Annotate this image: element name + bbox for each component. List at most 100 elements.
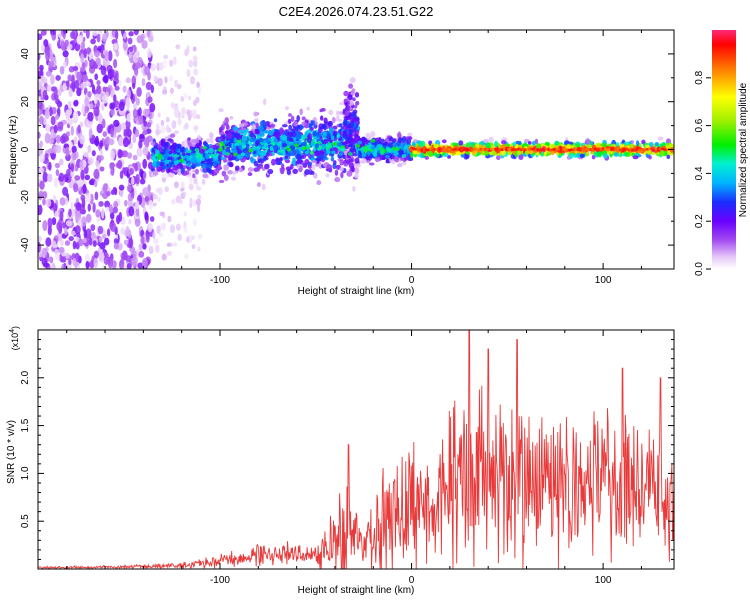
spectrogram-point — [163, 173, 169, 179]
spectrogram-point — [139, 133, 145, 139]
spectrogram-point — [290, 131, 297, 138]
spectrogram-point — [632, 155, 639, 160]
spectrogram-point — [135, 97, 140, 106]
spectrogram-point — [110, 169, 114, 176]
spectrogram-point — [128, 53, 133, 59]
spectrogram-point — [142, 158, 148, 169]
spectrogram-point — [144, 137, 150, 148]
spectrogram-point — [317, 141, 322, 145]
spectrogram-point — [316, 180, 322, 186]
spectrogram-point — [296, 164, 300, 168]
spectrogram-point — [206, 158, 212, 165]
spectrogram-point — [500, 140, 507, 145]
spectrogram-point — [225, 124, 230, 130]
spectrogram-point — [165, 124, 170, 133]
spectrogram-point — [114, 85, 120, 91]
spectrogram-point — [184, 122, 189, 130]
spectrogram-point — [613, 152, 620, 157]
spectrogram-point — [184, 147, 189, 154]
spectrogram-point — [237, 129, 244, 134]
spectrogram-point — [51, 217, 57, 226]
spectrogram-point — [344, 136, 351, 142]
spectrogram-point — [286, 147, 292, 152]
spectrogram-point — [99, 236, 103, 244]
spectrogram-point — [70, 163, 75, 173]
spectrogram-point — [62, 30, 68, 35]
spectrogram-point — [284, 121, 288, 125]
spectrogram-point — [200, 157, 205, 161]
spectrogram-point — [184, 253, 189, 260]
spectrogram-point — [109, 162, 115, 171]
spectrogram-point — [332, 125, 338, 130]
spectrogram-point — [188, 59, 194, 68]
spectrogram-point — [92, 202, 96, 213]
spectrogram-point — [96, 123, 103, 134]
spectrogram-point — [281, 124, 288, 128]
spectrogram-point — [50, 74, 55, 85]
spectrogram-point — [175, 223, 181, 231]
spectrogram-point — [295, 134, 302, 140]
spectrogram-point — [313, 172, 318, 179]
spectrogram-point — [666, 154, 671, 160]
spectrogram-point — [87, 203, 91, 212]
spectrogram-point — [183, 170, 190, 176]
spectrogram-point — [39, 153, 45, 163]
spectrogram-point — [301, 121, 306, 126]
spectrogram-point — [288, 137, 293, 141]
spectrogram-point — [118, 211, 123, 222]
spectrogram-point — [59, 158, 64, 166]
spectrogram-point — [394, 155, 400, 163]
spectrogram-point — [160, 119, 165, 126]
spectrogram-point — [90, 38, 96, 45]
spectrogram-point — [579, 153, 585, 158]
spectrogram-point — [68, 236, 74, 242]
spectrogram-point — [355, 117, 360, 122]
spectrogram-point — [48, 161, 52, 171]
spectrogram-point — [197, 186, 202, 191]
spectrogram-point — [110, 69, 115, 77]
spectrogram-point — [76, 265, 81, 269]
spectrogram-point — [191, 157, 197, 164]
spectrogram-point — [260, 159, 264, 164]
spectrogram-point — [316, 160, 320, 164]
spectrogram-point — [258, 138, 264, 143]
spectrogram-point — [217, 164, 222, 170]
spectrogram-point — [126, 184, 132, 192]
spectrogram-point — [397, 163, 403, 168]
spectrogram-point — [100, 65, 107, 76]
spectrogram-point — [173, 181, 179, 189]
spectrogram-point — [348, 128, 353, 135]
spectrogram-point — [109, 212, 115, 220]
spectrogram-point — [363, 147, 368, 151]
spectrogram-point — [325, 173, 330, 178]
spectrogram-point — [220, 156, 226, 161]
spectrogram-point — [68, 88, 73, 98]
spectrogram-point — [79, 121, 84, 128]
spectrogram-point — [113, 200, 119, 209]
spectrogram-point — [517, 140, 522, 146]
spectrogram-point — [352, 97, 356, 102]
spectrogram-point — [181, 107, 186, 116]
spectrogram-point — [308, 122, 313, 129]
spectrogram-point — [49, 50, 54, 61]
spectrogram-point — [142, 130, 148, 136]
spectrogram-point — [173, 160, 179, 166]
spectrogram-point — [183, 211, 187, 217]
spectrogram-point — [196, 81, 200, 88]
spectrogram-point — [194, 138, 200, 145]
spectrogram-point — [186, 155, 190, 162]
colorbar-tick-label: 0.6 — [694, 118, 705, 132]
spectrogram-point — [131, 256, 138, 267]
spectrogram-point — [60, 40, 65, 52]
spectrogram-point — [72, 257, 77, 267]
spectrogram-point — [354, 167, 360, 174]
spectrogram-point — [314, 152, 321, 156]
spectrogram-point — [59, 210, 64, 222]
spectrogram-point — [79, 160, 84, 171]
spectrogram-point — [97, 85, 102, 95]
spectrogram-point — [393, 138, 397, 142]
spectrogram-point — [247, 167, 254, 172]
spectrogram-point — [257, 163, 264, 169]
spectrogram-point — [187, 149, 192, 153]
spectrogram-y-label: Frequency (Hz) — [8, 116, 19, 185]
